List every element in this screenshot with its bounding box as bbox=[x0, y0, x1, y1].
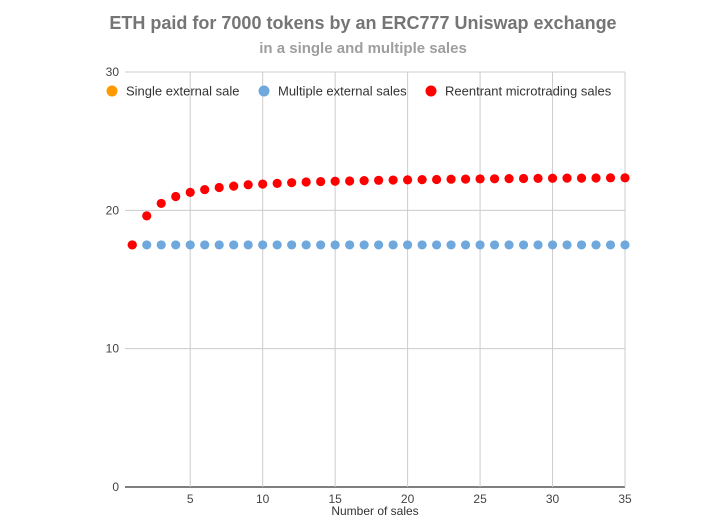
data-point-reentrant-microtrading-sales bbox=[417, 175, 427, 185]
chart-title: ETH paid for 7000 tokens by an ERC777 Un… bbox=[109, 13, 616, 33]
data-point-reentrant-microtrading-sales bbox=[431, 174, 442, 185]
x-tick-label: 5 bbox=[187, 492, 194, 506]
data-point-reentrant-microtrading-sales bbox=[330, 176, 340, 186]
x-tick-label: 20 bbox=[401, 492, 415, 506]
data-point-multiple-external-sales bbox=[605, 240, 616, 250]
y-tick-label: 20 bbox=[106, 203, 120, 217]
data-point-reentrant-microtrading-sales bbox=[605, 173, 616, 183]
data-point-reentrant-microtrading-sales bbox=[475, 174, 485, 184]
data-point-reentrant-microtrading-sales bbox=[504, 174, 514, 184]
data-point-multiple-external-sales bbox=[185, 240, 195, 250]
data-point-multiple-external-sales bbox=[504, 240, 514, 250]
data-point-reentrant-microtrading-sales bbox=[229, 181, 239, 191]
legend-marker bbox=[106, 85, 118, 97]
data-point-reentrant-microtrading-sales bbox=[533, 173, 543, 183]
data-point-multiple-external-sales bbox=[316, 240, 326, 250]
data-point-reentrant-microtrading-sales bbox=[272, 178, 282, 188]
data-point-reentrant-microtrading-sales bbox=[243, 180, 253, 190]
legend-item-single-external-sale: Single external sale bbox=[106, 84, 239, 99]
data-point-reentrant-microtrading-sales bbox=[547, 173, 558, 183]
data-point-multiple-external-sales bbox=[374, 240, 384, 250]
legend-label: Single external sale bbox=[126, 84, 239, 99]
data-point-multiple-external-sales bbox=[431, 240, 442, 250]
data-point-multiple-external-sales bbox=[287, 240, 297, 250]
data-point-multiple-external-sales bbox=[156, 240, 166, 250]
x-tick-label: 35 bbox=[618, 492, 632, 506]
x-tick-label: 25 bbox=[473, 492, 487, 506]
data-point-multiple-external-sales bbox=[475, 240, 485, 250]
data-point-reentrant-microtrading-sales bbox=[403, 175, 413, 185]
data-point-multiple-external-sales bbox=[258, 240, 268, 250]
x-tick-label: 15 bbox=[328, 492, 342, 506]
data-point-reentrant-microtrading-sales bbox=[460, 174, 471, 184]
data-point-multiple-external-sales bbox=[243, 240, 253, 250]
data-point-multiple-external-sales bbox=[417, 240, 427, 250]
data-point-multiple-external-sales bbox=[330, 240, 340, 250]
data-point-multiple-external-sales bbox=[301, 240, 311, 250]
data-point-reentrant-microtrading-sales bbox=[388, 175, 398, 185]
data-point-multiple-external-sales bbox=[171, 240, 181, 250]
data-point-reentrant-microtrading-sales bbox=[142, 211, 152, 221]
legend: Single external sale Multiple external sa… bbox=[106, 84, 612, 99]
data-point-multiple-external-sales bbox=[229, 240, 239, 250]
axis-ticks: 0 10 20 30 5 10 15 20 25 30 35 bbox=[106, 65, 632, 506]
data-point-multiple-external-sales bbox=[576, 240, 587, 250]
grid bbox=[125, 71, 626, 488]
legend-label: Reentrant microtrading sales bbox=[445, 84, 612, 99]
data-point-multiple-external-sales bbox=[214, 240, 224, 250]
x-axis-label: Number of sales bbox=[331, 504, 418, 518]
legend-label: Multiple external sales bbox=[278, 84, 407, 99]
x-tick-label: 10 bbox=[256, 492, 270, 506]
data-point-multiple-external-sales bbox=[200, 240, 210, 250]
data-point-multiple-external-sales bbox=[403, 240, 413, 250]
data-point-reentrant-microtrading-sales bbox=[214, 182, 224, 193]
data-point-reentrant-microtrading-sales bbox=[171, 191, 181, 202]
data-point-reentrant-microtrading-sales bbox=[127, 240, 137, 250]
data-point-multiple-external-sales bbox=[518, 240, 529, 250]
data-point-reentrant-microtrading-sales bbox=[316, 176, 326, 187]
data-point-multiple-external-sales bbox=[446, 240, 456, 250]
data-point-multiple-external-sales bbox=[562, 240, 572, 250]
legend-marker bbox=[425, 85, 437, 97]
x-tick-label: 30 bbox=[546, 492, 560, 506]
data-point-reentrant-microtrading-sales bbox=[591, 173, 601, 183]
data-point-multiple-external-sales bbox=[345, 240, 355, 250]
data-point-multiple-external-sales bbox=[460, 240, 471, 250]
legend-item-reentrant-microtrading-sales: Reentrant microtrading sales bbox=[425, 84, 612, 99]
data-point-reentrant-microtrading-sales bbox=[359, 175, 369, 186]
y-tick-label: 30 bbox=[106, 65, 120, 79]
data-point-reentrant-microtrading-sales bbox=[374, 175, 384, 185]
y-tick-label: 10 bbox=[106, 342, 120, 356]
data-point-multiple-external-sales bbox=[533, 240, 543, 250]
data-point-multiple-external-sales bbox=[272, 240, 282, 250]
series-points bbox=[127, 173, 630, 250]
data-point-reentrant-microtrading-sales bbox=[156, 198, 166, 209]
data-point-multiple-external-sales bbox=[591, 240, 601, 250]
data-point-multiple-external-sales bbox=[547, 240, 558, 250]
y-tick-label: 0 bbox=[112, 480, 119, 494]
legend-item-multiple-external-sales: Multiple external sales bbox=[258, 84, 407, 99]
data-point-reentrant-microtrading-sales bbox=[620, 173, 630, 183]
data-point-reentrant-microtrading-sales bbox=[200, 184, 210, 195]
data-point-reentrant-microtrading-sales bbox=[287, 178, 297, 188]
data-point-reentrant-microtrading-sales bbox=[185, 187, 195, 197]
data-point-reentrant-microtrading-sales bbox=[345, 176, 355, 186]
data-point-reentrant-microtrading-sales bbox=[562, 173, 572, 183]
data-point-reentrant-microtrading-sales bbox=[489, 174, 500, 184]
data-point-multiple-external-sales bbox=[359, 240, 369, 250]
data-point-reentrant-microtrading-sales bbox=[301, 177, 311, 187]
data-point-multiple-external-sales bbox=[142, 240, 152, 250]
legend-marker bbox=[258, 85, 270, 97]
data-point-reentrant-microtrading-sales bbox=[518, 173, 529, 184]
data-point-reentrant-microtrading-sales bbox=[446, 174, 456, 184]
data-point-multiple-external-sales bbox=[489, 240, 500, 250]
data-point-multiple-external-sales bbox=[388, 240, 398, 250]
chart-subtitle: in a single and multiple sales bbox=[259, 40, 467, 57]
data-point-multiple-external-sales bbox=[620, 240, 630, 250]
data-point-reentrant-microtrading-sales bbox=[258, 179, 268, 189]
data-point-reentrant-microtrading-sales bbox=[576, 173, 587, 183]
